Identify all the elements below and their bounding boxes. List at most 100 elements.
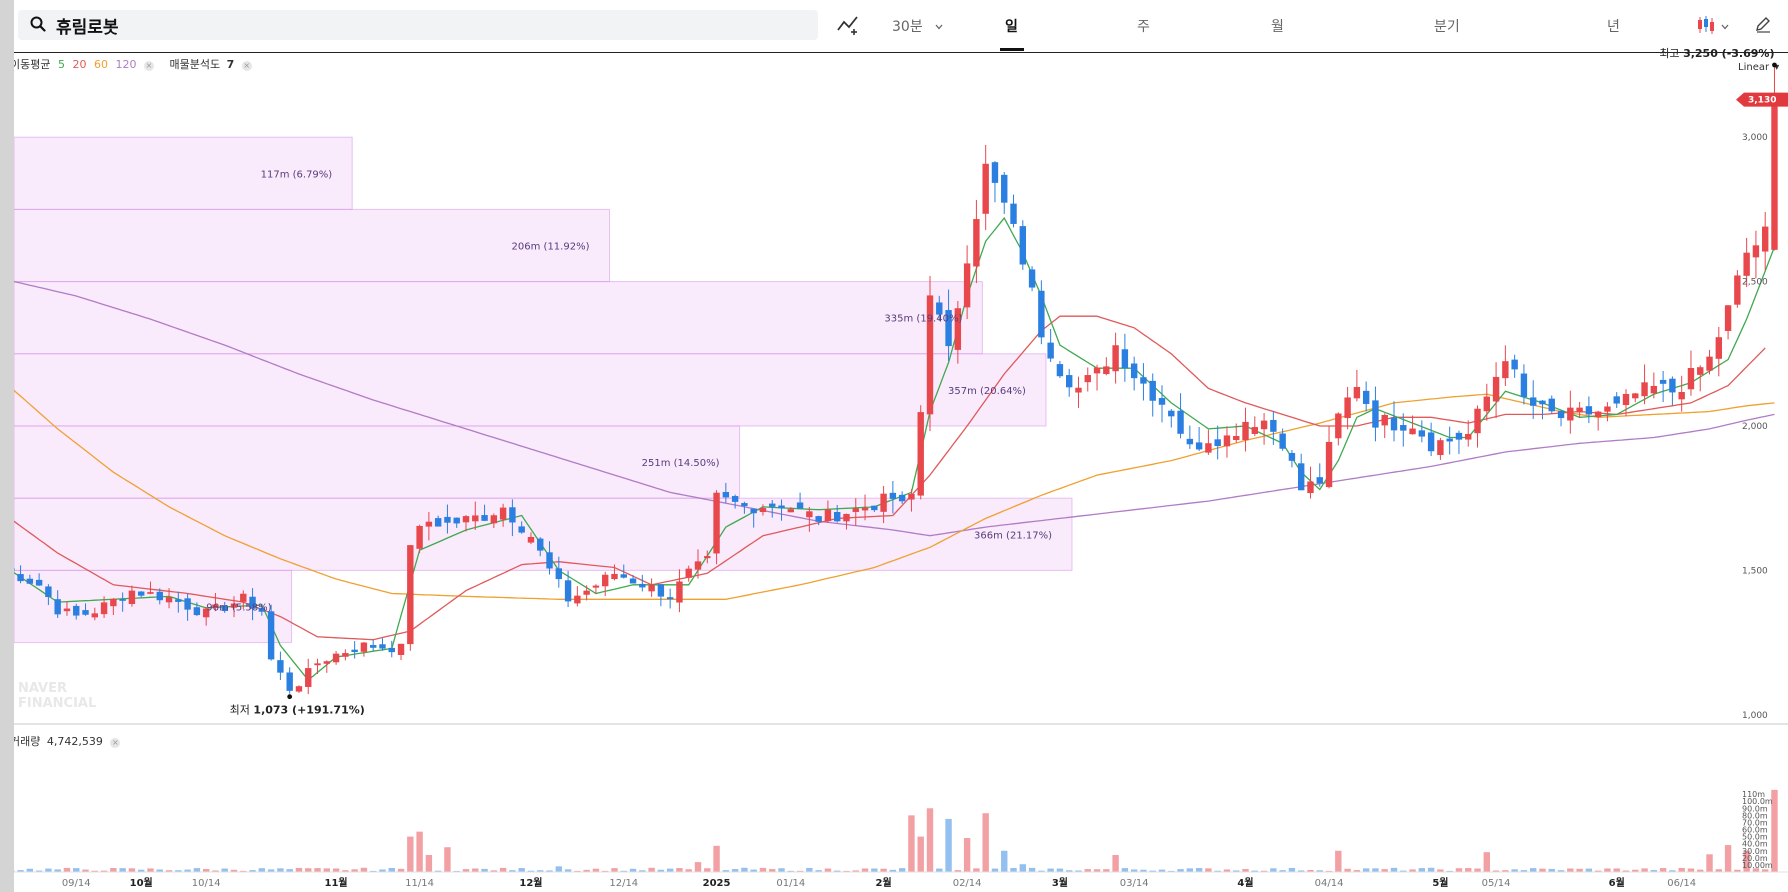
chevron-down-icon[interactable]: ▾ [1774, 62, 1780, 73]
watermark-line-1: NAVER [18, 681, 68, 696]
candle-body [26, 578, 34, 584]
candle-body [379, 644, 386, 649]
pencil-icon[interactable] [1754, 15, 1772, 37]
volume-profile-label: 251m (14.50%) [642, 458, 720, 469]
tab-year[interactable]: 년 [1607, 19, 1620, 35]
tab-week[interactable]: 주 [1137, 19, 1150, 35]
volume-bar [1251, 870, 1258, 872]
candle-body [555, 568, 562, 580]
volume-axis: 10.00m20.0m30.0m40.0m50.0m60.0m70.0m80.0… [1742, 790, 1773, 870]
volume-bar [1316, 870, 1323, 872]
tab-day[interactable]: 일 [1005, 19, 1018, 35]
candle-body [1233, 436, 1240, 441]
price-tick-label: 2,500 [1742, 278, 1768, 288]
tab-quarter[interactable]: 분기 [1434, 19, 1460, 35]
scale-toggle[interactable]: Linear ▾ [1738, 62, 1779, 73]
candle-body [1762, 226, 1769, 252]
candle-body [1038, 290, 1045, 338]
volume-tick-label: 60.0m [1742, 826, 1768, 835]
drawing-tool-icon[interactable] [836, 14, 862, 40]
volume-bar [1715, 869, 1722, 872]
candle-body [629, 578, 637, 584]
volume-bar [305, 868, 312, 872]
candle-body [1362, 390, 1370, 404]
ma120-line [14, 280, 1775, 537]
volume-bar [156, 869, 163, 872]
chevron-down-icon[interactable] [934, 17, 944, 36]
candle-body [787, 509, 794, 513]
search-box[interactable]: 휴림로봇 [18, 10, 818, 40]
volume-bar [1697, 869, 1704, 872]
candle-body [1056, 364, 1064, 377]
volume-bar [648, 867, 655, 872]
ma-label[interactable]: 이동평균 [14, 58, 51, 71]
volume-label[interactable]: 거래량 [14, 735, 41, 748]
candle-body [1613, 396, 1620, 404]
chevron-down-icon[interactable] [1720, 17, 1730, 36]
volume-profile-label[interactable]: 매물분석도 [169, 58, 221, 71]
candle-body [360, 642, 368, 652]
chart-type-icon[interactable] [1696, 15, 1716, 39]
volume-bar [193, 868, 201, 872]
volume-bar [694, 862, 702, 872]
candle-body [1400, 425, 1407, 431]
volume-bar [1325, 870, 1333, 872]
search-icon[interactable] [30, 16, 46, 36]
volume-value: 4,742,539 [46, 735, 103, 748]
candles [14, 64, 1778, 695]
close-icon[interactable]: × [241, 61, 252, 71]
candle-body [880, 493, 887, 512]
candle-body [889, 492, 897, 499]
volume-profile-bar [14, 208, 610, 283]
volume-bar [1492, 870, 1500, 872]
candle-body [147, 592, 154, 594]
stock-name[interactable]: 휴림로봇 [56, 18, 119, 38]
candle-body [1604, 406, 1611, 412]
candle-body [267, 611, 275, 660]
candle-body [1316, 477, 1323, 484]
volume-bar [425, 855, 433, 872]
candle-body [657, 584, 665, 597]
volume-bar [1752, 868, 1760, 872]
volume-bar [1613, 868, 1620, 872]
scale-label[interactable]: Linear [1738, 62, 1770, 73]
candle-body [1678, 392, 1685, 400]
candle-body [499, 507, 507, 520]
close-icon[interactable]: × [143, 61, 154, 71]
candle-body [17, 574, 24, 582]
high-marker-dot [1772, 62, 1777, 68]
candle-body [397, 643, 405, 655]
tab-30min[interactable]: 30분 [892, 19, 923, 35]
watermark-line-2: FINANCIAL [18, 696, 97, 711]
candle-body [1743, 252, 1750, 276]
volume-bar [1567, 868, 1574, 872]
candle-body [462, 516, 470, 523]
volume-bar [1743, 850, 1750, 872]
candle-body [1557, 411, 1565, 419]
volume-bar [212, 870, 219, 872]
volume-bar [1112, 855, 1119, 872]
date-tick-label: 11/14 [405, 878, 434, 889]
volume-bar [1632, 869, 1639, 872]
candle-body [295, 686, 303, 692]
candle-body [704, 556, 711, 559]
tab-month[interactable]: 월 [1271, 19, 1284, 35]
volume-bar [806, 867, 813, 872]
candle-body [1010, 203, 1017, 224]
candle-body [815, 516, 822, 522]
volume-bar [1576, 868, 1583, 872]
volume-bar [926, 808, 934, 872]
date-tick-label: 09/14 [62, 878, 91, 889]
candle-body [1066, 375, 1073, 388]
candle-body [1724, 305, 1732, 331]
price-chart[interactable]: 117m (6.79%) 206m (11.92%) 335m (19.40%) 35… [14, 0, 1788, 892]
volume-bar [221, 868, 228, 872]
volume-bar [434, 870, 442, 872]
candle-body [1520, 373, 1528, 398]
candle-body [1483, 396, 1490, 412]
volume-bar [175, 870, 182, 872]
volume-bar [1641, 868, 1648, 872]
candle-body [1353, 386, 1361, 399]
close-icon[interactable]: × [110, 738, 121, 748]
volume-bar [1427, 867, 1435, 872]
